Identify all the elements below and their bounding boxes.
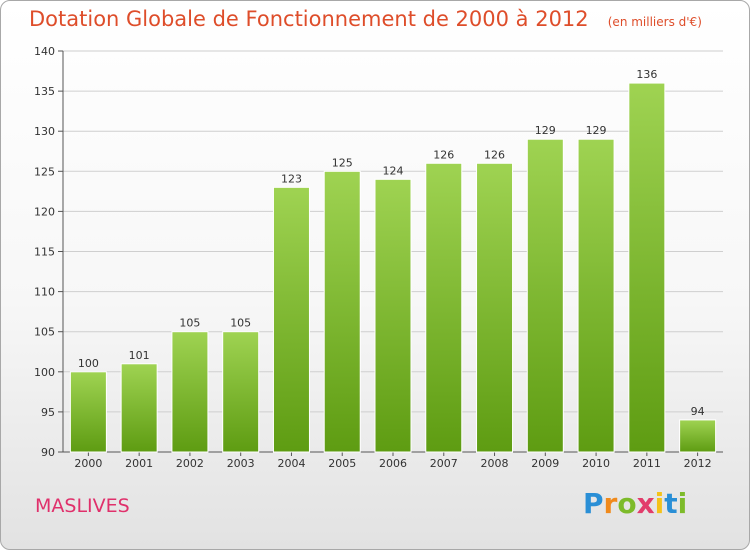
- bar-value-label: 125: [332, 156, 353, 169]
- place-name: MASLIVES: [35, 495, 130, 517]
- bar-value-label: 100: [78, 357, 99, 370]
- logo-letter: r: [603, 487, 618, 520]
- x-tick-label: 2003: [227, 457, 255, 470]
- chart-title: Dotation Globale de Fonctionnement de 20…: [29, 7, 702, 31]
- bar-value-label: 129: [586, 124, 607, 137]
- x-tick-label: 2009: [531, 457, 559, 470]
- proxiti-logo[interactable]: Proxiti: [583, 487, 687, 520]
- bar-value-label: 101: [129, 349, 150, 362]
- bar: [69, 371, 107, 453]
- y-tick-label: 140: [34, 45, 55, 58]
- y-tick-label: 130: [34, 125, 55, 138]
- y-tick-label: 135: [34, 85, 55, 98]
- logo-letter: i: [654, 487, 665, 520]
- bar-value-label: 126: [433, 148, 454, 161]
- bar: [526, 138, 564, 453]
- y-tick-label: 90: [41, 446, 55, 459]
- logo-letter: P: [583, 487, 604, 520]
- bar-value-label: 129: [535, 124, 556, 137]
- bar: [476, 162, 514, 453]
- x-tick-label: 2011: [633, 457, 661, 470]
- title-text: Dotation Globale de Fonctionnement de 20…: [29, 7, 589, 31]
- bar: [628, 82, 666, 453]
- x-tick-label: 2006: [379, 457, 407, 470]
- x-tick-label: 2004: [277, 457, 305, 470]
- bar: [171, 331, 209, 453]
- bar: [577, 138, 615, 453]
- logo-letter: i: [677, 487, 688, 520]
- bar: [679, 419, 717, 453]
- labels: 90 95 100 105 110 115 120 125 130 135 140 100 2000 10…: [34, 45, 712, 470]
- bar-value-label: 123: [281, 172, 302, 185]
- y-tick-label: 95: [41, 406, 55, 419]
- y-tick-label: 115: [34, 246, 55, 259]
- bar: [323, 170, 361, 453]
- y-tick-label: 125: [34, 165, 55, 178]
- x-tick-label: 2001: [125, 457, 153, 470]
- bar-value-label: 105: [179, 317, 200, 330]
- x-tick-label: 2012: [684, 457, 712, 470]
- x-tick-label: 2000: [74, 457, 102, 470]
- bar: [120, 363, 158, 453]
- x-tick-label: 2002: [176, 457, 204, 470]
- y-tick-label: 120: [34, 205, 55, 218]
- x-tick-label: 2008: [481, 457, 509, 470]
- y-tick-label: 100: [34, 366, 55, 379]
- x-tick-label: 2007: [430, 457, 458, 470]
- x-tick-label: 2010: [582, 457, 610, 470]
- bars: [69, 82, 717, 453]
- unit-text: (en milliers d'€): [607, 15, 702, 29]
- bar-value-label: 105: [230, 317, 251, 330]
- bar: [374, 178, 412, 453]
- logo-letter: t: [664, 487, 678, 520]
- y-tick-label: 105: [34, 326, 55, 339]
- logo-letter: x: [636, 487, 655, 520]
- bar-value-label: 94: [691, 405, 705, 418]
- x-tick-label: 2005: [328, 457, 356, 470]
- bar-value-label: 136: [636, 68, 657, 81]
- bar-value-label: 126: [484, 148, 505, 161]
- bar-value-label: 124: [383, 164, 404, 177]
- bar: [425, 162, 463, 453]
- logo-letter: o: [617, 487, 637, 520]
- y-tick-label: 110: [34, 286, 55, 299]
- bar: [272, 186, 310, 453]
- bar: [222, 331, 260, 453]
